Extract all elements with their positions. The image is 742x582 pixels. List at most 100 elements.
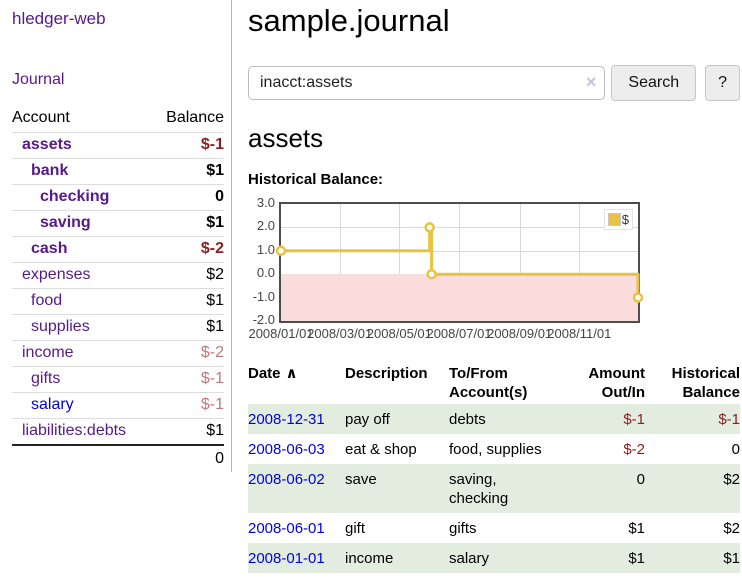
account-balance: 0 bbox=[215, 188, 224, 205]
account-link[interactable]: cash bbox=[31, 240, 68, 257]
chart-title: Historical Balance: bbox=[248, 171, 384, 188]
accounts-cell: gifts bbox=[449, 520, 477, 537]
account-link[interactable]: saving bbox=[40, 214, 91, 231]
x-tick-label: 2008/05/01 bbox=[366, 326, 432, 341]
search-button[interactable]: Search bbox=[611, 65, 697, 101]
account-row: assets $-1 bbox=[12, 132, 224, 158]
date-cell: 2008-06-03 bbox=[248, 434, 345, 464]
sidebar: hledger-web Journal Account Balance asse… bbox=[0, 0, 232, 472]
balance-cell: $2 bbox=[723, 520, 740, 537]
account-row: expenses $2 bbox=[12, 262, 224, 288]
account-balance: $1 bbox=[206, 318, 224, 335]
amount-cell: $-2 bbox=[623, 441, 645, 458]
transaction-row: 2008-06-02 save saving, checking 0 $2 bbox=[248, 464, 740, 513]
balance-column-header: Historical Balance bbox=[645, 362, 740, 404]
amount-cell: $1 bbox=[628, 550, 645, 567]
description-cell: gift bbox=[345, 520, 366, 537]
vgrid-line bbox=[339, 204, 341, 321]
x-tick-label: 2008/07/01 bbox=[426, 326, 492, 341]
search-input[interactable] bbox=[248, 66, 606, 100]
transaction-date-link[interactable]: 2008-01-01 bbox=[248, 550, 325, 567]
x-tick-label: 2008/03/01 bbox=[307, 326, 373, 341]
account-link[interactable]: expenses bbox=[22, 266, 91, 283]
transaction-date-link[interactable]: 2008-12-31 bbox=[248, 411, 325, 428]
sort-ascending-icon: ∧ bbox=[285, 365, 298, 382]
amount-header-line2: Out/In bbox=[601, 384, 645, 401]
balance-cell: 0 bbox=[731, 441, 740, 458]
date-cell: 2008-12-31 bbox=[248, 404, 345, 434]
amount-cell: $-1 bbox=[623, 411, 645, 428]
account-balance: $2 bbox=[206, 266, 224, 283]
account-link[interactable]: salary bbox=[31, 396, 74, 413]
amount-cell: 0 bbox=[636, 471, 645, 488]
account-row: cash $-2 bbox=[12, 236, 224, 262]
accounts-table: Account Balance assets $-1 bank $1 checking 0… bbox=[12, 106, 224, 472]
description-cell: pay off bbox=[345, 411, 390, 428]
x-tick-label: 2008/01/01 bbox=[248, 326, 314, 341]
account-link[interactable]: assets bbox=[22, 136, 72, 153]
clear-search-icon[interactable]: × bbox=[585, 72, 597, 92]
transaction-row: 2008-06-01 gift gifts $1 $2 bbox=[248, 513, 740, 543]
transaction-date-link[interactable]: 2008-06-02 bbox=[248, 471, 325, 488]
date-cell: 2008-01-01 bbox=[248, 543, 345, 573]
account-row: bank $1 bbox=[12, 158, 224, 184]
legend-label: $ bbox=[621, 212, 629, 227]
vgrid-line bbox=[459, 204, 460, 321]
balance-series bbox=[275, 222, 644, 303]
balance-cell: $-1 bbox=[718, 411, 740, 428]
description-cell: income bbox=[345, 550, 394, 567]
account-row: saving $1 bbox=[12, 210, 224, 236]
account-balance: $-1 bbox=[200, 396, 224, 413]
transactions-table: Date ∧ Description To/From Account(s) Amo… bbox=[248, 362, 740, 573]
y-tick-label: 1.0 bbox=[256, 241, 275, 257]
vgrid-line bbox=[579, 204, 581, 321]
date-cell: 2008-06-01 bbox=[248, 513, 345, 543]
account-link[interactable]: food bbox=[31, 292, 63, 309]
sidebar-item-journal[interactable]: Journal bbox=[12, 71, 65, 88]
account-row: food $1 bbox=[12, 288, 224, 314]
transaction-row: 2008-01-01 income salary $1 $1 bbox=[248, 543, 740, 573]
vgrid-line bbox=[519, 204, 521, 321]
vgrid-line bbox=[399, 204, 401, 321]
date-cell: 2008-06-02 bbox=[248, 464, 345, 513]
accounts-cell: saving, checking bbox=[449, 471, 509, 507]
help-button[interactable]: ? bbox=[705, 65, 740, 101]
account-balance: $-2 bbox=[200, 344, 224, 361]
account-link[interactable]: income bbox=[22, 344, 74, 361]
account-balance: $-2 bbox=[200, 240, 224, 257]
transactions-header-row: Date ∧ Description To/From Account(s) Amo… bbox=[248, 362, 740, 404]
y-tick-label: 3.0 bbox=[256, 195, 275, 210]
account-link[interactable]: supplies bbox=[31, 318, 90, 335]
tofrom-column-header: To/From Account(s) bbox=[449, 362, 574, 404]
chart-legend: $ bbox=[603, 209, 633, 230]
chart-plot-area: $ bbox=[275, 202, 644, 323]
transaction-date-link[interactable]: 2008-06-03 bbox=[248, 441, 325, 458]
account-balance: $1 bbox=[206, 422, 224, 439]
accounts-cell: food, supplies bbox=[449, 441, 542, 458]
description-column-header: Description bbox=[345, 365, 428, 382]
search-box: × bbox=[248, 66, 606, 100]
account-balance: $1 bbox=[206, 292, 224, 309]
account-link[interactable]: gifts bbox=[31, 370, 61, 387]
x-tick-label: 2008/11/01 bbox=[547, 326, 612, 341]
transaction-date-link[interactable]: 2008-06-01 bbox=[248, 520, 325, 537]
main-content: sample.journal × Search ? assets Histori… bbox=[248, 0, 740, 573]
accounts-table-header: Account Balance bbox=[12, 106, 224, 132]
account-row: supplies $1 bbox=[12, 314, 224, 340]
account-balance: $-1 bbox=[200, 370, 224, 387]
account-link[interactable]: bank bbox=[31, 162, 69, 179]
balance-header-line2: Balance bbox=[682, 384, 740, 401]
account-row: liabilities:debts $1 bbox=[12, 418, 224, 444]
app-title-link[interactable]: hledger-web bbox=[12, 9, 106, 28]
account-row: income $-2 bbox=[12, 340, 224, 366]
y-tick-label: -2.0 bbox=[252, 312, 275, 327]
tofrom-header-line1: To/From bbox=[449, 365, 508, 382]
balance-cell: $2 bbox=[723, 471, 740, 488]
balance-header-line1: Historical bbox=[671, 365, 740, 382]
transaction-row: 2008-06-03 eat & shop food, supplies $-2 0 bbox=[248, 434, 740, 464]
account-link[interactable]: checking bbox=[40, 188, 110, 205]
description-cell: eat & shop bbox=[345, 441, 417, 458]
date-column-header[interactable]: Date ∧ bbox=[248, 362, 345, 404]
account-link[interactable]: liabilities:debts bbox=[22, 422, 127, 439]
y-tick-label: 2.0 bbox=[256, 218, 275, 234]
